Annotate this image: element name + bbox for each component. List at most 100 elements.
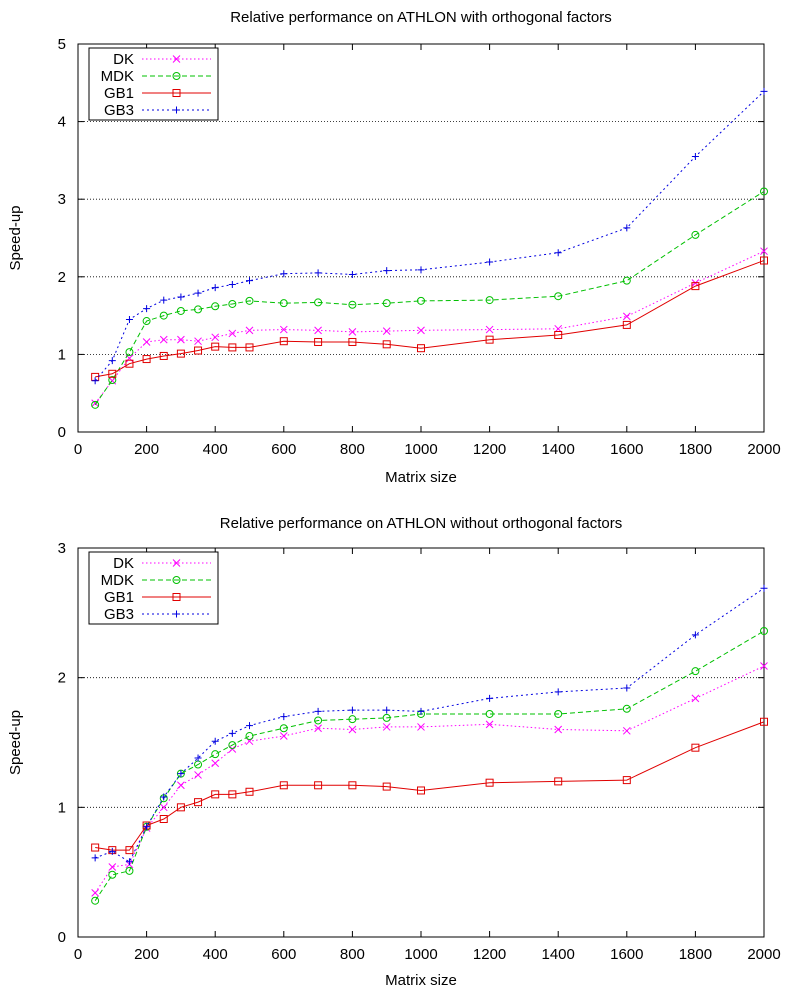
chart-0-point-gb1: [314, 337, 323, 346]
chart-0-y-tick-label: 5: [58, 36, 66, 53]
chart-0-point-gb3: [125, 315, 133, 323]
chart-0-y-tick-label: 0: [58, 424, 66, 441]
chart-1-x-tick-label: 1400: [542, 946, 575, 963]
chart-0-x-tick-label: 600: [271, 441, 296, 458]
chart-with-orthogonal-factors: Relative performance on ATHLON with orth…: [7, 9, 781, 486]
chart-0-point-gb3: [623, 224, 631, 232]
chart-1-point-mdk: [554, 709, 563, 718]
chart-1-point-gb3: [760, 584, 768, 592]
chart-1-point-gb1: [279, 781, 288, 790]
chart-1-point-dk: [760, 662, 768, 670]
chart-1-y-tick-label: 0: [58, 929, 66, 946]
chart-0-point-dk: [142, 338, 151, 346]
chart-1-point-gb3: [194, 754, 202, 762]
chart-1-point-gb3: [246, 722, 253, 730]
chart-1-point-gb3: [280, 713, 288, 721]
chart-0-point-gb1: [245, 343, 254, 352]
chart-0-point-mdk: [314, 298, 323, 307]
chart-1-y-tick-label: 3: [58, 540, 66, 557]
chart-0-point-mdk: [228, 299, 237, 308]
chart-1-point-gb3: [623, 684, 631, 692]
chart-0-series-dk: [91, 247, 768, 408]
chart-1-point-mdk: [211, 750, 220, 759]
chart-1-point-gb1: [554, 777, 563, 786]
chart-1-point-gb3: [228, 729, 236, 737]
chart-0-point-gb3: [760, 87, 768, 95]
chart-0-point-dk: [245, 326, 254, 335]
chart-0-point-gb1: [348, 337, 357, 346]
chart-0-x-tick-label: 1000: [404, 441, 437, 458]
chart-0-series-line-gb3: [94, 90, 765, 382]
chart-0-x-tick-label: 800: [340, 441, 365, 458]
chart-0-point-gb1: [760, 256, 768, 265]
chart-0-point-gb3: [91, 377, 99, 385]
chart-1-point-mdk: [348, 715, 357, 724]
chart-1-point-gb1: [622, 776, 631, 785]
chart-0-point-gb3: [280, 270, 288, 278]
chart-1-title: Relative performance on ATHLON without o…: [220, 515, 622, 532]
chart-1-point-gb1: [176, 803, 185, 812]
chart-0-legend-label-gb1: GB1: [104, 85, 134, 102]
chart-1-series-dk: [91, 662, 768, 897]
chart-1-y-tick-label: 1: [58, 799, 66, 816]
chart-1-point-gb1: [417, 786, 425, 795]
chart-1-point-dk: [622, 726, 631, 735]
chart-0-x-tick-label: 2000: [747, 441, 780, 458]
chart-0-point-gb1: [554, 331, 563, 339]
chart-0-x-tick-label: 400: [203, 441, 228, 458]
chart-0-point-gb3: [383, 267, 391, 275]
chart-1-point-gb3: [143, 823, 151, 831]
chart-0-point-dk: [760, 247, 768, 256]
chart-1-point-mdk: [760, 626, 768, 635]
chart-1-x-axis-label: Matrix size: [385, 972, 457, 989]
chart-1-point-mdk: [91, 896, 100, 905]
chart-0-point-gb1: [108, 369, 117, 378]
chart-1-point-dk: [348, 725, 357, 734]
chart-1-point-dk: [91, 889, 100, 897]
chart-0-point-gb3: [314, 269, 322, 277]
chart-0-series-line-dk: [94, 250, 765, 404]
chart-1-point-gb1: [382, 782, 391, 791]
chart-1-point-gb3: [554, 688, 562, 696]
chart-0-point-gb3: [554, 249, 562, 257]
chart-1-x-tick-label: 0: [74, 946, 82, 963]
chart-0-point-dk: [485, 325, 494, 334]
chart-1-point-dk: [177, 781, 185, 790]
chart-0-legend-box: [88, 47, 219, 121]
chart-1-point-gb3: [160, 793, 168, 801]
chart-0-point-dk: [211, 333, 220, 342]
chart-1-point-dk: [314, 724, 322, 733]
chart-0-series-line-mdk: [94, 190, 765, 406]
chart-0-point-mdk: [159, 311, 168, 320]
chart-0-x-axis-label: Matrix size: [385, 469, 457, 486]
chart-1-point-dk: [485, 720, 494, 729]
chart-1-x-tick-label: 800: [340, 946, 365, 963]
chart-0-y-tick-label: 3: [58, 191, 66, 208]
chart-0-point-dk: [279, 325, 288, 334]
chart-1-x-tick-label: 1000: [404, 946, 437, 963]
chart-1-point-gb3: [348, 706, 356, 714]
chart-1-series-gb1: [91, 717, 768, 855]
chart-1-point-mdk: [622, 704, 631, 713]
chart-0-point-gb3: [348, 270, 356, 278]
chart-0-x-tick-label: 1800: [679, 441, 712, 458]
chart-1-point-dk: [279, 732, 288, 740]
chart-0-legend-label-gb3: GB3: [104, 102, 134, 119]
chart-0-point-mdk: [279, 299, 288, 308]
chart-1-point-mdk: [314, 716, 323, 725]
chart-0-point-dk: [194, 337, 202, 346]
chart-1-point-dk: [554, 725, 563, 734]
chart-0-point-gb1: [382, 340, 391, 349]
chart-0-y-tick-label: 2: [58, 269, 66, 286]
chart-1-series-line-gb1: [95, 721, 765, 851]
chart-0-point-dk: [382, 327, 391, 335]
chart-0-point-mdk: [760, 187, 768, 196]
chart-1-point-gb3: [486, 694, 494, 702]
chart-0-point-gb1: [211, 342, 220, 351]
chart-0-title: Relative performance on ATHLON with orth…: [230, 9, 612, 26]
chart-1-point-mdk: [279, 724, 288, 733]
chart-0-point-gb1: [622, 320, 631, 329]
chart-0-point-dk: [177, 335, 185, 344]
